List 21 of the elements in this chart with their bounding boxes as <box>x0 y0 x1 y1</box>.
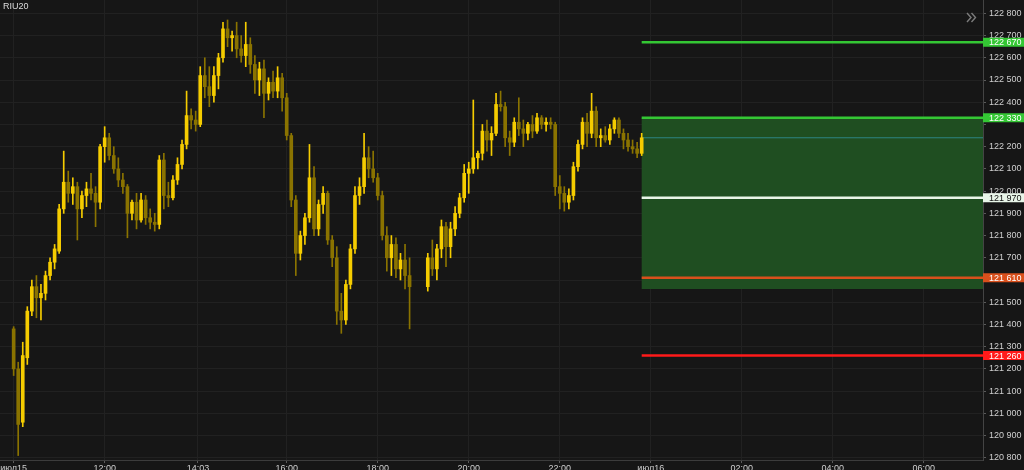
chart-title: RIU20 <box>3 1 29 12</box>
y-tick-label: 120 800 <box>989 452 1022 463</box>
y-tick-label: 120 900 <box>989 430 1022 441</box>
y-tick-label: 121 100 <box>989 385 1022 396</box>
y-tick-label: 121 500 <box>989 296 1022 307</box>
y-tick-label: 122 100 <box>989 163 1022 174</box>
y-tick-label: 121 200 <box>989 363 1022 374</box>
y-tick-label: 122 200 <box>989 141 1022 152</box>
y-tick-label: 122 400 <box>989 96 1022 107</box>
ref-line-label: 121 610 <box>989 272 1022 283</box>
y-tick-label: 121 800 <box>989 230 1022 241</box>
y-tick-label: 121 000 <box>989 407 1022 418</box>
y-tick-label: 122 800 <box>989 7 1022 18</box>
y-tick-label: 121 300 <box>989 341 1022 352</box>
y-tick-label: 121 700 <box>989 252 1022 263</box>
ref-line-label: 121 260 <box>989 350 1022 361</box>
ref-line-label: 122 330 <box>989 112 1022 123</box>
y-tick-label: 122 500 <box>989 74 1022 85</box>
y-tick-label: 121 400 <box>989 318 1022 329</box>
y-tick-label: 121 900 <box>989 207 1022 218</box>
y-tick-label: 122 600 <box>989 52 1022 63</box>
